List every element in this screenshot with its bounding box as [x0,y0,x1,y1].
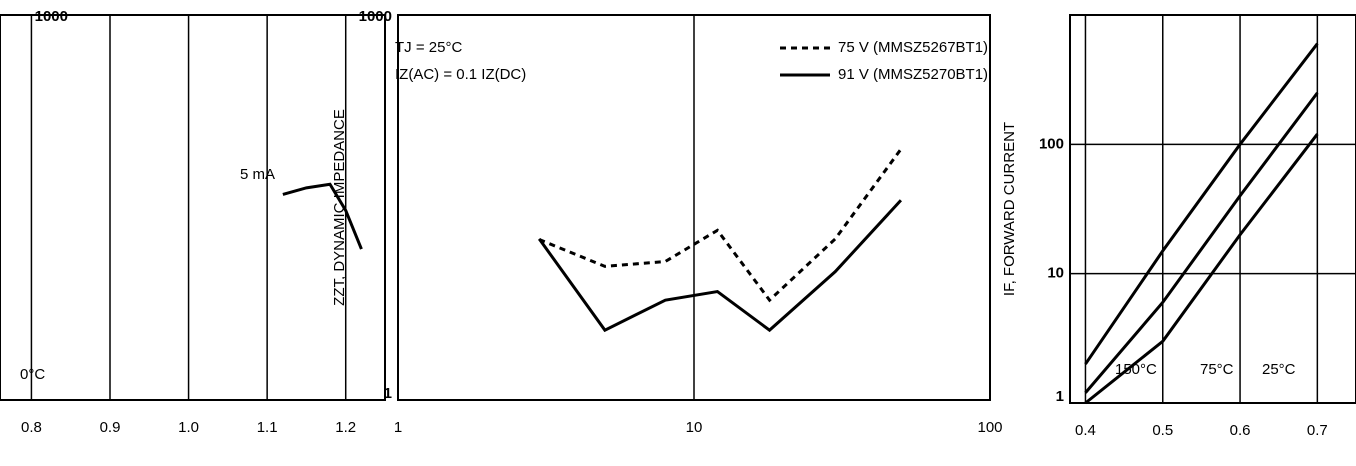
series-line [538,199,902,333]
x-tick-label: 1.1 [257,419,278,436]
x-tick-label: 1.0 [178,419,199,436]
x-tick-label: 0.5 [1152,422,1173,439]
annotation: IZ(AC) = 0.1 IZ(DC) [395,66,526,83]
x-tick-label: 0.7 [1307,422,1328,439]
y-tick-label: 1000 [359,8,392,25]
annotation: 150°C [1115,361,1157,378]
series-line [1084,42,1319,365]
plot-frame [0,14,386,401]
annotation: 5 mA [240,166,275,183]
y-axis-label: IF, FORWARD CURRENT [1001,122,1018,296]
annotation: 75°C [1200,361,1234,378]
legend-label: 75 V (MMSZ5267BT1) [838,39,988,56]
x-tick-label: 0.9 [100,419,121,436]
x-tick-label: 0.4 [1075,422,1096,439]
series-line [538,148,903,303]
series-line [1084,91,1319,394]
x-tick-label: 10 [686,419,703,436]
y-tick-label: 1 [1056,388,1064,405]
series-line [282,182,363,250]
legend-label: 91 V (MMSZ5270BT1) [838,66,988,83]
x-tick-label: 0.6 [1230,422,1251,439]
y-tick-label: 1000 [35,8,68,25]
x-tick-label: 1 [394,419,402,436]
x-tick-label: 1.2 [335,419,356,436]
annotation: TJ = 25°C [395,39,462,56]
x-tick-label: 0.8 [21,419,42,436]
annotation: 25°C [1262,361,1296,378]
plot-frame [1069,14,1356,404]
y-tick-label: 1 [384,385,392,402]
annotation: 0°C [20,366,45,383]
series-line [1084,133,1319,405]
y-axis-label: ZZT, DYNAMIC IMPEDANCE [331,109,348,306]
y-tick-label: 100 [1039,135,1064,152]
y-tick-label: 10 [1047,265,1064,282]
x-tick-label: 100 [977,419,1002,436]
